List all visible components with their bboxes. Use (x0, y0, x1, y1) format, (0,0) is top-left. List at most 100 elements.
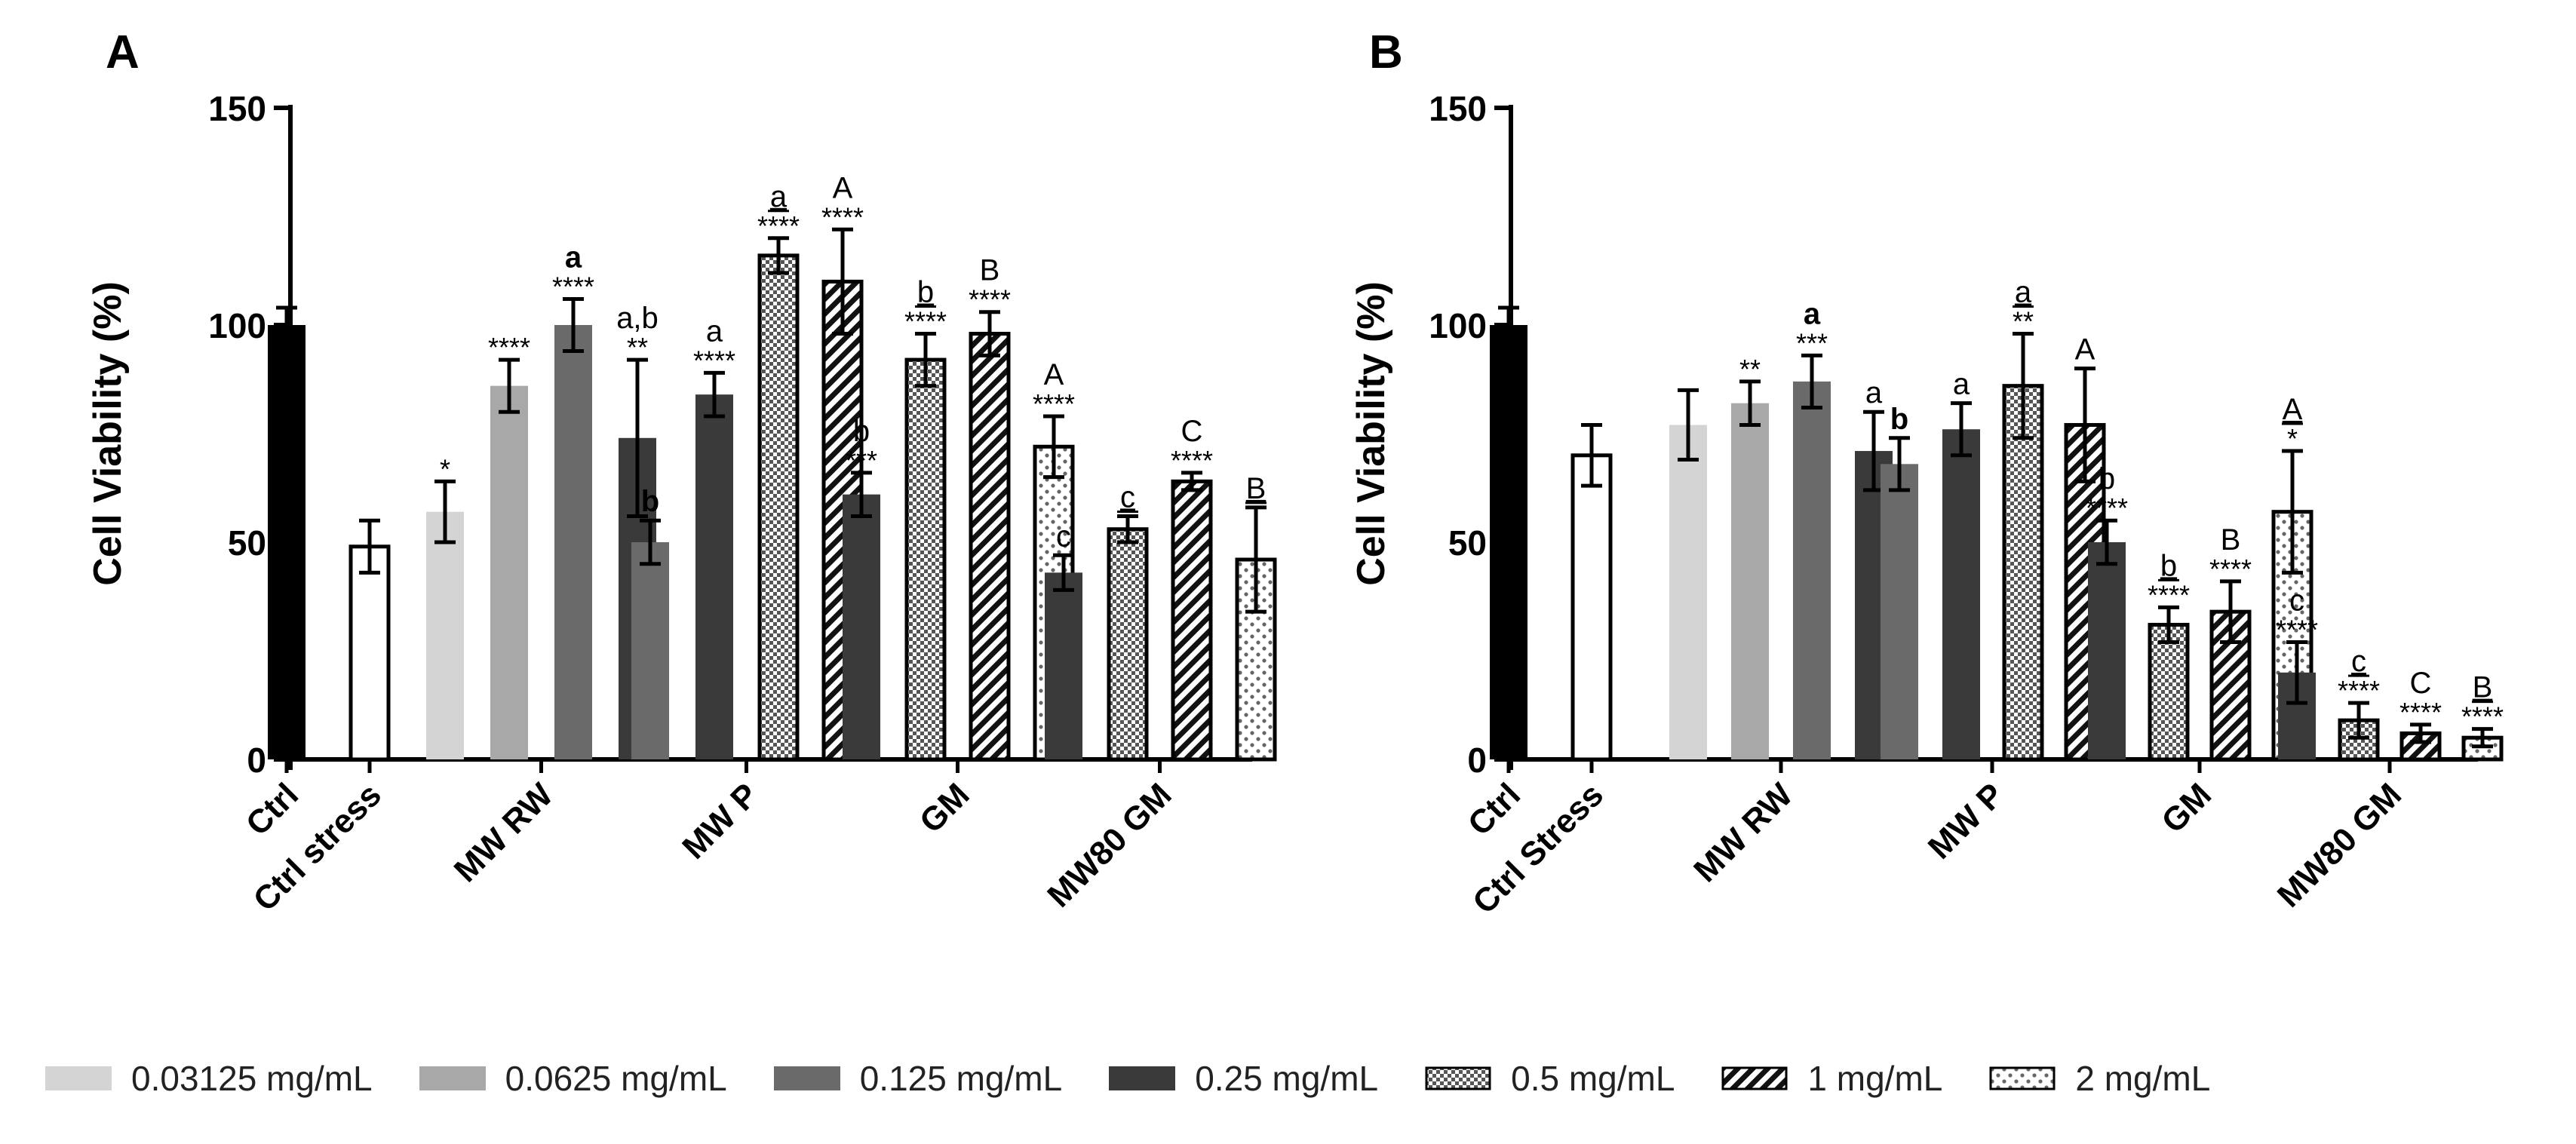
group-letter: A (2075, 333, 2095, 367)
y-tick-label: 150 (1429, 89, 1487, 128)
bar (1793, 381, 1831, 759)
group-letter: A (833, 171, 853, 204)
bar (1045, 572, 1082, 759)
legend-item: 0.0625 mg/mL (419, 1058, 727, 1099)
significance-stars: **** (693, 345, 735, 376)
legend-item: 1 mg/mL (1721, 1058, 1942, 1099)
y-tick-label: 0 (247, 741, 266, 780)
legend-swatch (419, 1066, 486, 1090)
group-letter: c (2351, 645, 2366, 678)
y-tick-label: 150 (208, 89, 266, 128)
legend-label: 0.03125 mg/mL (131, 1059, 373, 1098)
significance-stars: **** (1033, 388, 1075, 419)
significance-stars: **** (552, 271, 594, 302)
group-letter: a,b (616, 302, 659, 335)
bar (1669, 425, 1707, 759)
legend-label: 0.125 mg/mL (859, 1059, 1063, 1098)
x-category-label: GM (2154, 776, 2218, 840)
bar (426, 511, 464, 759)
group-letter: C (1181, 415, 1203, 448)
group-letter: A (1044, 358, 1064, 391)
group-letter: A (2283, 393, 2303, 426)
group-letter: c (1056, 520, 1071, 553)
group-letter: b (641, 485, 659, 518)
legend-item: 0.5 mg/mL (1425, 1058, 1675, 1099)
legend-label: 1 mg/mL (1807, 1059, 1943, 1098)
significance-stars: **** (2086, 492, 2128, 523)
panel-label: B (1369, 26, 1403, 78)
y-tick-label: 50 (228, 523, 266, 563)
bar (904, 357, 947, 762)
significance-stars: * (2287, 423, 2298, 454)
legend-swatch (45, 1066, 112, 1090)
group-letter: b (853, 415, 870, 448)
significance-stars: **** (2276, 614, 2318, 645)
bar (2088, 542, 2126, 759)
bar (348, 544, 391, 762)
x-category-label: MW P (675, 776, 765, 866)
legend-item: 0.125 mg/mL (773, 1058, 1063, 1099)
bar (843, 494, 880, 759)
group-letter: a (1953, 368, 1970, 401)
legend-item: 0.03125 mg/mL (45, 1058, 373, 1099)
bar (1881, 464, 1918, 759)
group-letter: a (565, 241, 582, 274)
legend-label: 0.5 mg/mL (1511, 1059, 1675, 1098)
y-axis-label: Cell Viability (%) (86, 281, 130, 586)
bar (1570, 453, 1613, 762)
legend: 0.03125 mg/mL 0.0625 mg/mL 0.125 mg/mL 0.25… (45, 1048, 2565, 1109)
x-category-label: Ctrl (1461, 776, 1527, 842)
legend-label: 0.25 mg/mL (1195, 1059, 1379, 1098)
y-tick-label: 100 (208, 306, 266, 345)
significance-stars: ** (627, 332, 648, 363)
bar (969, 332, 1011, 762)
group-letter: B (2473, 671, 2493, 704)
significance-stars: *** (846, 445, 877, 476)
bar (1171, 479, 1213, 762)
legend-item: 2 mg/mL (1989, 1058, 2210, 1099)
legend-item: 0.25 mg/mL (1109, 1058, 1378, 1099)
legend-swatch (1721, 1066, 1788, 1090)
significance-stars: **** (821, 201, 864, 232)
bar (1731, 403, 1769, 759)
significance-stars: **** (488, 332, 530, 363)
group-letter: b (917, 276, 934, 309)
group-letter: a (770, 180, 788, 213)
significance-stars: ** (2013, 306, 2034, 337)
x-category-label: Ctrl (239, 776, 305, 842)
legend-swatch (773, 1066, 840, 1090)
group-letter: a (2015, 276, 2032, 309)
bar (490, 385, 528, 759)
significance-stars: **** (2209, 554, 2252, 584)
bar (554, 325, 592, 759)
group-letter: c (1120, 480, 1135, 514)
group-letter: a (706, 314, 723, 348)
x-category-label: GM (913, 776, 977, 840)
legend-swatch (1109, 1066, 1176, 1090)
x-category-label: MW80 GM (2271, 776, 2409, 914)
group-letter: B (2221, 523, 2241, 557)
panel-label: A (106, 26, 140, 78)
bar (631, 542, 669, 759)
significance-stars: **** (1171, 445, 1213, 476)
bar (757, 253, 800, 762)
legend-label: 0.0625 mg/mL (505, 1059, 727, 1098)
group-letter: B (980, 254, 1000, 287)
significance-stars: **** (904, 306, 947, 337)
group-letter: a (1865, 376, 1883, 409)
bar (1942, 429, 1980, 759)
group-letter: b (1890, 403, 1908, 436)
legend-label: 2 mg/mL (2075, 1059, 2211, 1098)
group-letter: a (1804, 297, 1821, 330)
x-category-label: MW RW (1687, 776, 1800, 889)
significance-stars: *** (1796, 327, 1828, 358)
x-category-label: MW RW (447, 776, 560, 889)
x-category-label: MW80 GM (1040, 776, 1178, 914)
significance-stars: **** (969, 284, 1011, 315)
group-letter: C (2410, 667, 2432, 700)
group-letter: b (2099, 462, 2115, 495)
y-tick-label: 0 (1467, 741, 1487, 780)
significance-stars: **** (2399, 697, 2442, 728)
